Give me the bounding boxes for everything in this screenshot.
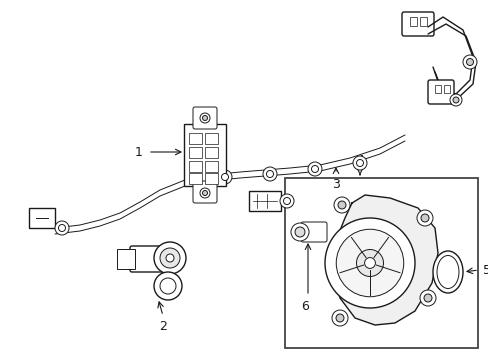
Circle shape [202, 116, 207, 121]
Circle shape [59, 225, 65, 231]
Text: 4: 4 [355, 154, 363, 167]
Circle shape [200, 113, 209, 123]
FancyBboxPatch shape [248, 191, 281, 211]
Bar [204, 161, 218, 172]
Circle shape [307, 162, 321, 176]
Text: 5: 5 [482, 264, 488, 276]
Circle shape [462, 55, 476, 69]
Ellipse shape [436, 256, 458, 288]
Bar [189, 173, 202, 184]
Bar [419, 17, 426, 26]
Circle shape [283, 198, 290, 204]
Circle shape [218, 170, 231, 184]
Circle shape [266, 171, 273, 177]
Text: 2: 2 [159, 320, 166, 333]
Circle shape [200, 188, 209, 198]
Circle shape [311, 166, 318, 172]
Circle shape [160, 248, 180, 268]
Circle shape [290, 223, 308, 241]
Bar [409, 17, 416, 26]
FancyBboxPatch shape [117, 249, 135, 269]
Text: 1: 1 [135, 145, 142, 158]
Bar [285, 178, 477, 348]
FancyBboxPatch shape [193, 107, 217, 129]
Circle shape [263, 167, 276, 181]
Circle shape [356, 159, 363, 166]
Circle shape [352, 156, 366, 170]
Circle shape [165, 254, 174, 262]
Bar [189, 147, 202, 158]
Bar [189, 161, 202, 172]
Bar [434, 85, 440, 93]
Circle shape [419, 290, 435, 306]
Circle shape [452, 97, 458, 103]
Circle shape [336, 229, 403, 297]
Bar [204, 173, 218, 184]
Ellipse shape [432, 251, 462, 293]
Circle shape [221, 174, 228, 180]
FancyBboxPatch shape [183, 124, 225, 186]
Bar [189, 133, 202, 144]
Circle shape [202, 190, 207, 195]
Circle shape [55, 221, 69, 235]
FancyBboxPatch shape [130, 246, 163, 272]
Circle shape [449, 94, 461, 106]
FancyBboxPatch shape [301, 222, 326, 242]
FancyBboxPatch shape [427, 80, 453, 104]
Circle shape [420, 214, 428, 222]
Polygon shape [331, 195, 437, 325]
Circle shape [160, 278, 176, 294]
FancyBboxPatch shape [401, 12, 433, 36]
Circle shape [423, 294, 431, 302]
Circle shape [154, 272, 182, 300]
FancyBboxPatch shape [193, 181, 217, 203]
Circle shape [331, 310, 347, 326]
Text: 6: 6 [301, 300, 308, 313]
Circle shape [416, 210, 432, 226]
Circle shape [294, 227, 305, 237]
Circle shape [335, 314, 343, 322]
FancyBboxPatch shape [29, 208, 55, 228]
Bar [204, 147, 218, 158]
Circle shape [356, 249, 383, 276]
Circle shape [333, 197, 349, 213]
Circle shape [280, 194, 293, 208]
Circle shape [337, 201, 346, 209]
Text: 3: 3 [331, 178, 339, 191]
Circle shape [325, 218, 414, 308]
Bar [204, 133, 218, 144]
Circle shape [154, 242, 185, 274]
Circle shape [466, 58, 472, 66]
Circle shape [364, 258, 375, 269]
Bar [443, 85, 449, 93]
